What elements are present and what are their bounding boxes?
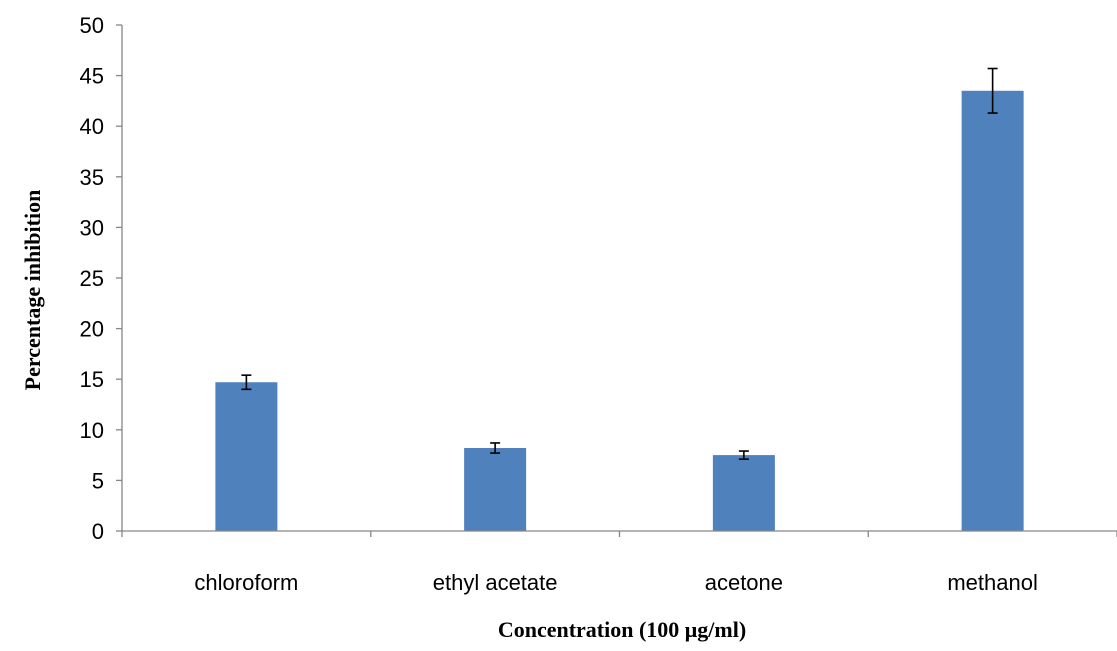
error-bars-group bbox=[241, 67, 998, 460]
y-tick-label: 50 bbox=[80, 13, 104, 38]
bar bbox=[712, 455, 775, 531]
x-tick-label: acetone bbox=[705, 570, 783, 595]
x-tick-label: ethyl acetate bbox=[433, 570, 558, 595]
x-tick-label: chloroform bbox=[194, 570, 298, 595]
y-tick-label: 45 bbox=[80, 64, 104, 89]
y-tick-label: 25 bbox=[80, 266, 104, 291]
axes-group bbox=[116, 24, 1117, 537]
y-axis-title: Percentage inhibition bbox=[20, 190, 45, 391]
x-tick-labels: chloroform ethyl acetate acetone methanol bbox=[194, 570, 1037, 595]
bar bbox=[464, 448, 527, 531]
y-tick-label: 5 bbox=[92, 468, 104, 493]
x-tick-label: methanol bbox=[947, 570, 1038, 595]
y-tick-label: 30 bbox=[80, 215, 104, 240]
y-tick-label: 0 bbox=[92, 519, 104, 544]
y-tick-labels: 0 5 10 15 20 25 30 35 40 45 50 bbox=[80, 13, 104, 544]
y-tick-label: 40 bbox=[80, 114, 104, 139]
y-tick-label: 10 bbox=[80, 418, 104, 443]
x-axis-title: Concentration (100 μg/ml) bbox=[498, 617, 746, 642]
bars-group bbox=[215, 90, 1024, 531]
bar bbox=[215, 382, 278, 531]
bar bbox=[961, 90, 1024, 531]
y-tick-label: 20 bbox=[80, 317, 104, 342]
y-tick-label: 15 bbox=[80, 367, 104, 392]
y-tick-label: 35 bbox=[80, 165, 104, 190]
